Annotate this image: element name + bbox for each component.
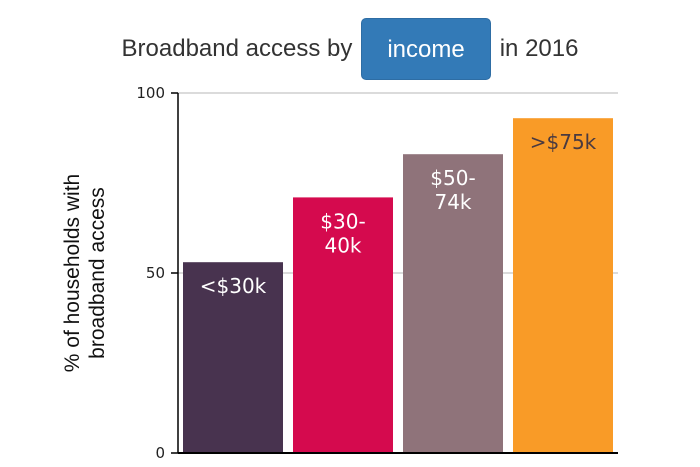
bar (513, 118, 613, 453)
y-tick-label: 100 (136, 84, 165, 102)
bar-label: $50- (430, 166, 475, 190)
y-tick-label: 50 (146, 264, 165, 282)
bar-label: <$30k (200, 274, 267, 298)
title-suffix: in 2016 (499, 35, 579, 62)
title-prefix: Broadband access by (121, 35, 353, 62)
bar (403, 154, 503, 453)
bar (183, 262, 283, 453)
income-dropdown-button[interactable]: income (361, 18, 491, 80)
bar (293, 197, 393, 453)
bar-label: $30- (320, 209, 365, 233)
chart-title: Broadband access by income in 2016 (0, 18, 700, 80)
bar-label: 40k (324, 233, 361, 257)
y-tick-label: 0 (155, 444, 165, 462)
y-axis-title: % of households with broadband access (61, 174, 109, 372)
y-axis-title-line: % of households with (61, 174, 84, 372)
y-axis-title-line: broadband access (86, 187, 109, 359)
bar-label: >$75k (530, 130, 597, 154)
bar-label: 74k (434, 190, 471, 214)
